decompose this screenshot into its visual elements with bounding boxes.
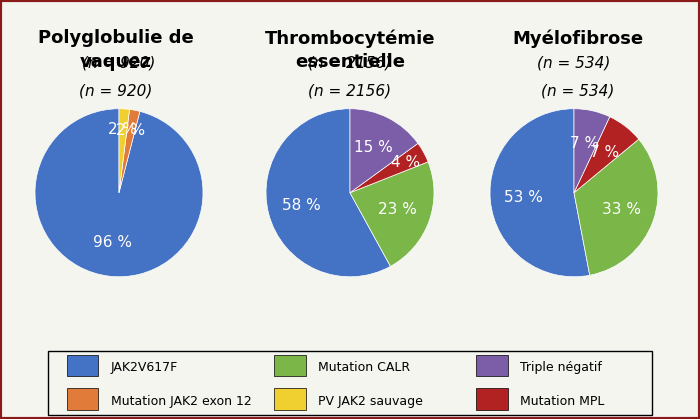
Wedge shape xyxy=(350,143,428,193)
Text: (n = 2156): (n = 2156) xyxy=(309,84,391,99)
Wedge shape xyxy=(119,109,140,193)
Wedge shape xyxy=(574,109,610,193)
Text: (n = 2156): (n = 2156) xyxy=(309,56,391,71)
Text: Mutation CALR: Mutation CALR xyxy=(318,361,411,374)
Wedge shape xyxy=(574,139,658,275)
Text: 58 %: 58 % xyxy=(282,198,321,213)
Text: 15 %: 15 % xyxy=(354,140,392,155)
FancyBboxPatch shape xyxy=(274,355,306,376)
Text: JAK2V617F: JAK2V617F xyxy=(111,361,178,374)
Wedge shape xyxy=(35,109,203,277)
Text: Thrombocytémie
essentielle: Thrombocytémie essentielle xyxy=(265,29,435,71)
FancyBboxPatch shape xyxy=(66,388,98,410)
Text: 96 %: 96 % xyxy=(93,235,132,250)
Text: (n = 534): (n = 534) xyxy=(541,84,614,99)
Text: (n = 534): (n = 534) xyxy=(538,56,610,71)
FancyBboxPatch shape xyxy=(66,355,98,376)
Text: 53 %: 53 % xyxy=(505,190,543,205)
Text: (n = 920): (n = 920) xyxy=(83,56,155,71)
Text: PV JAK2 sauvage: PV JAK2 sauvage xyxy=(318,395,424,408)
Text: 7 %: 7 % xyxy=(590,145,620,160)
Text: (n = 920): (n = 920) xyxy=(79,84,152,99)
Wedge shape xyxy=(350,109,418,193)
Wedge shape xyxy=(350,162,434,266)
Text: Myélofibrose: Myélofibrose xyxy=(512,29,643,48)
Wedge shape xyxy=(574,117,638,193)
Text: 7 %: 7 % xyxy=(570,136,600,151)
Wedge shape xyxy=(119,109,130,193)
Text: 2 %: 2 % xyxy=(116,123,146,138)
FancyBboxPatch shape xyxy=(476,388,508,410)
Text: 2 %: 2 % xyxy=(108,122,137,137)
Text: Mutation MPL: Mutation MPL xyxy=(520,395,605,408)
Text: 4 %: 4 % xyxy=(391,155,420,170)
FancyBboxPatch shape xyxy=(476,355,508,376)
Wedge shape xyxy=(490,109,589,277)
FancyBboxPatch shape xyxy=(274,388,306,410)
Text: Polyglobulie de
vaquez: Polyglobulie de vaquez xyxy=(38,29,193,71)
Text: 23 %: 23 % xyxy=(378,202,417,217)
Text: 33 %: 33 % xyxy=(602,202,641,217)
Text: Mutation JAK2 exon 12: Mutation JAK2 exon 12 xyxy=(111,395,251,408)
Wedge shape xyxy=(266,109,391,277)
Text: Triple négatif: Triple négatif xyxy=(520,361,602,374)
